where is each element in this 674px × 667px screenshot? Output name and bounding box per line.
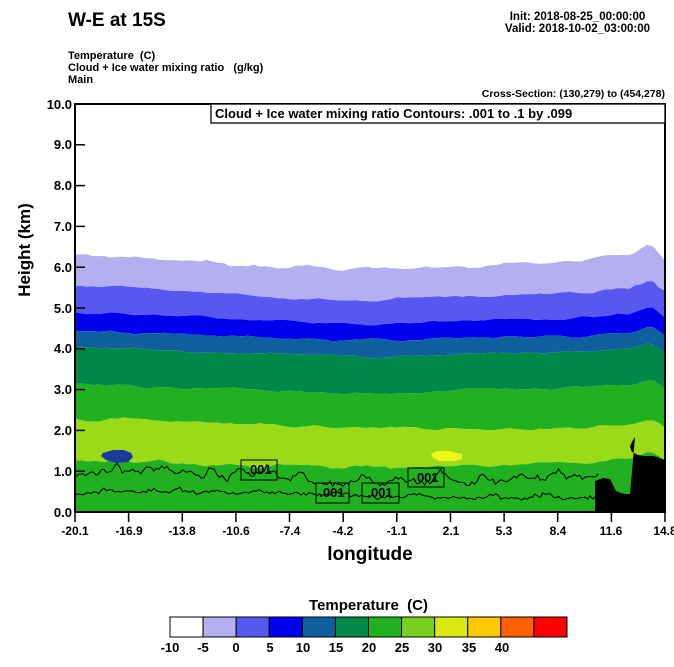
svg-text:.001: .001 <box>413 470 438 485</box>
svg-text:.001: .001 <box>246 462 271 477</box>
svg-text:.001: .001 <box>367 485 392 500</box>
svg-text:.001: .001 <box>319 485 344 500</box>
